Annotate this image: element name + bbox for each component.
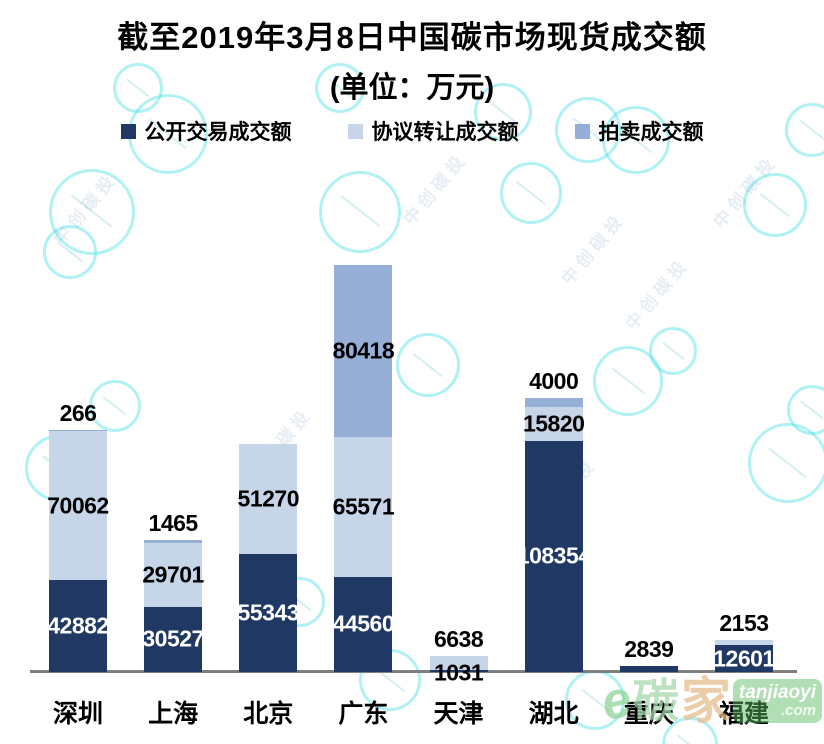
bar-value-label: 108354	[516, 542, 591, 569]
bar-segment-重庆-公开交易成交额	[619, 665, 678, 672]
decorative-circle-icon	[319, 171, 401, 253]
watermark-site-name: tanjiaoyi	[738, 682, 816, 704]
bar-segment-广东-拍卖成交额	[334, 265, 393, 437]
decorative-circle-icon	[113, 63, 163, 113]
watermark-site-tld: .com	[780, 702, 816, 720]
bar-value-label: 70062	[47, 492, 109, 519]
watermark-site-badge: tanjiaoyi .com	[732, 679, 822, 723]
decorative-circle-icon	[474, 83, 532, 141]
decorative-circle-icon	[748, 423, 824, 503]
bar-value-label: 1465	[148, 510, 199, 537]
bar-value-label: 2153	[719, 610, 769, 637]
chart-legend: 公开交易成交额 协议转让成交额 拍卖成交额	[0, 116, 824, 146]
bar-value-label: 80418	[332, 337, 395, 364]
category-label-天津: 天津	[433, 700, 484, 728]
watermark-char-jia: 家	[680, 673, 731, 729]
bar-segment-湖北-协议转让成交额	[524, 406, 583, 441]
watermark-char-tan: 碳	[632, 675, 679, 727]
legend-item-1: 协议转让成交额	[347, 116, 519, 146]
decorative-circle-icon	[315, 63, 365, 113]
bar-segment-上海-公开交易成交额	[144, 606, 203, 672]
bar-segment-深圳-协议转让成交额	[49, 430, 107, 581]
decorative-circle-icon	[787, 385, 824, 435]
bar-segment-广东-公开交易成交额	[334, 576, 393, 672]
bar-segment-天津-协议转让成交额	[429, 655, 488, 670]
decorative-circle-icon	[593, 346, 663, 416]
legend-marker-icon	[347, 123, 363, 139]
decorative-circle-icon	[785, 103, 824, 157]
bar-segment-深圳-公开交易成交额	[49, 580, 107, 672]
bar-segment-福建-公开交易成交额	[714, 645, 773, 672]
bar-value-label: 12601	[713, 645, 775, 672]
bar-value-label: 29701	[142, 561, 204, 588]
decorative-circle-icon	[396, 333, 460, 397]
bar-segment-北京-公开交易成交额	[239, 553, 298, 672]
category-label-北京: 北京	[243, 700, 294, 728]
bar-value-label: 6638	[433, 625, 484, 652]
bar-value-label: 65571	[332, 493, 395, 520]
bar-segment-上海-协议转让成交额	[144, 543, 203, 607]
category-label-上海: 上海	[148, 700, 199, 728]
category-label-深圳: 深圳	[52, 700, 104, 728]
decorative-circle-icon	[743, 173, 807, 237]
bar-value-label: 42882	[47, 612, 109, 639]
bar-value-label: 4000	[529, 368, 579, 395]
bar-value-label: 55343	[237, 599, 300, 626]
bar-value-label: 266	[59, 399, 97, 426]
bar-value-label: 44560	[332, 610, 395, 637]
category-label-福建: 福建	[719, 694, 769, 730]
legend-item-2: 拍卖成交额	[574, 116, 704, 146]
decorative-circle-icon	[500, 162, 562, 224]
bar-segment-北京-协议转让成交额	[239, 444, 298, 554]
decorative-circle-icon	[602, 106, 670, 174]
bar-segment-福建-协议转让成交额	[714, 640, 773, 646]
bar-segment-广东-协议转让成交额	[334, 436, 393, 577]
decorative-circle-icon	[89, 380, 141, 432]
x-axis-line	[30, 670, 797, 673]
decorative-circle-icon	[649, 327, 697, 375]
bar-value-label: 15820	[522, 410, 585, 437]
bar-segment-上海-拍卖成交额	[144, 540, 203, 544]
decorative-circle-icon	[43, 225, 97, 279]
bar-segment-湖北-拍卖成交额	[524, 398, 583, 407]
watermark-e-logo-icon: e	[596, 669, 637, 733]
legend-label: 公开交易成交额	[144, 121, 292, 144]
bar-segment-深圳-拍卖成交额	[49, 429, 107, 431]
bar-segment-湖北-公开交易成交额	[524, 440, 583, 672]
category-label-湖北: 湖北	[528, 700, 579, 728]
category-label-重庆: 重庆	[623, 700, 674, 728]
bar-value-label: 1031	[433, 659, 484, 686]
category-label-广东: 广东	[338, 700, 389, 728]
legend-marker-icon	[120, 123, 136, 139]
legend-item-0: 公开交易成交额	[120, 116, 292, 146]
chart-title: 截至2019年3月8日中国碳市场现货成交额	[117, 20, 707, 55]
legend-label: 拍卖成交额	[598, 121, 704, 144]
legend-label: 协议转让成交额	[371, 121, 519, 144]
bar-segment-天津-公开交易成交额	[429, 669, 488, 672]
bar-value-label: 51270	[237, 485, 300, 512]
bar-value-label: 2839	[624, 635, 674, 662]
site-watermark: e 碳 家 tanjiaoyi .com	[596, 666, 822, 736]
chart-subtitle: (单位：万元)	[329, 72, 495, 104]
bar-value-label: 30527	[142, 625, 204, 652]
legend-marker-icon	[574, 123, 590, 139]
